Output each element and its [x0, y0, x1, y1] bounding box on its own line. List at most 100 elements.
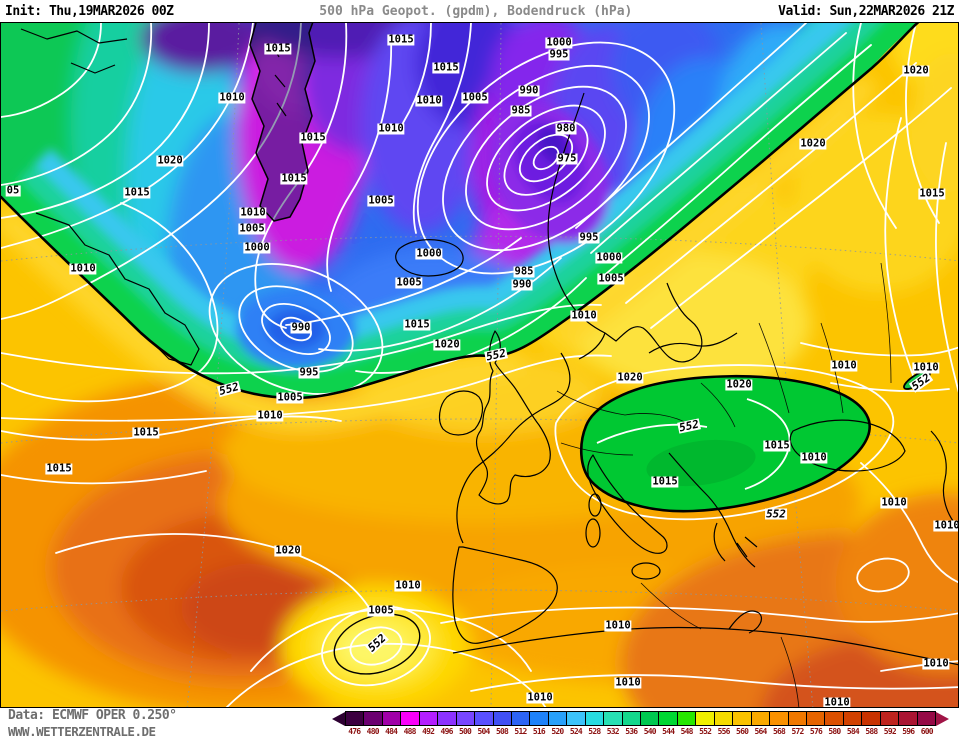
- colorbar-segment: [714, 712, 734, 725]
- valid-time-label: Valid: Sun,22MAR2026 21Z: [778, 3, 954, 19]
- colorbar-value: 572: [791, 727, 804, 736]
- colorbar-value: 548: [680, 727, 694, 736]
- pressure-label: 1020: [616, 371, 644, 384]
- pressure-label: 1020: [274, 544, 302, 557]
- colorbar-segment: [659, 712, 678, 725]
- pressure-label: 990: [511, 278, 533, 291]
- pressure-label: 1010: [415, 94, 443, 107]
- colorbar-segment: [806, 712, 826, 725]
- colorbar-segment: [364, 712, 383, 725]
- colorbar-segment: [401, 712, 420, 725]
- pressure-label: 975: [556, 152, 578, 165]
- colorbar-segment: [696, 712, 715, 725]
- pressure-label: 1010: [800, 451, 828, 464]
- geopotential-label: 552: [365, 631, 389, 655]
- title-bar: Init: Thu,19MAR2026 00Z 500 hPa Geopot. …: [0, 0, 959, 22]
- pressure-label: 1015: [387, 33, 415, 46]
- colorbar-segment: [511, 712, 531, 725]
- colorbar-value: 560: [736, 727, 749, 736]
- colorbar-value: 588: [865, 727, 878, 736]
- pressure-label: 995: [578, 231, 600, 244]
- pressure-label: 1020: [156, 154, 184, 167]
- colorbar-segment: [604, 712, 623, 725]
- pressure-label: 1000: [243, 241, 271, 254]
- chart-title: 500 hPa Geopot. (gpdm), Bodendruck (hPa): [319, 3, 633, 19]
- colorbar-segment: [493, 712, 512, 725]
- footer: Data: ECMWF OPER 0.250° WWW.WETTERZENTRA…: [0, 708, 959, 741]
- colorbar-value: 496: [440, 727, 454, 736]
- pressure-label: 1005: [367, 194, 395, 207]
- pressure-label: 1000: [595, 251, 623, 264]
- colorbar-segment: [382, 712, 402, 725]
- contour-label-layer: 1015 1010 1015 1020 1015 05 1015 1010 1010 1005 10…: [1, 23, 958, 707]
- geopotential-label: 552: [908, 370, 934, 394]
- geopotential-label: 552: [484, 346, 508, 364]
- colorbar-segment: [825, 712, 844, 725]
- colorbar-segment: [567, 712, 586, 725]
- pressure-label: 1010: [570, 309, 598, 322]
- colorbar-value: 492: [422, 727, 435, 736]
- colorbar-value: 552: [699, 727, 712, 736]
- pressure-label: 1010: [614, 676, 642, 689]
- colorbar-segment: [733, 712, 752, 725]
- colorbar-segment: [899, 712, 918, 725]
- colorbar-segment: [880, 712, 900, 725]
- pressure-label: 995: [548, 48, 570, 61]
- colorbar-value: 476: [348, 727, 361, 736]
- colorbar-segment: [862, 712, 881, 725]
- colorbar-segment: [770, 712, 789, 725]
- pressure-label: 1015: [280, 172, 308, 185]
- pressure-label: 1015: [264, 42, 292, 55]
- colorbar-segment: [641, 712, 660, 725]
- pressure-label: 1005: [597, 272, 625, 285]
- colorbar-value: 556: [717, 727, 731, 736]
- colorbar-value: 516: [532, 727, 546, 736]
- geopotential-label: 552: [217, 380, 241, 398]
- pressure-label: 1005: [367, 604, 395, 617]
- pressure-label: 1010: [823, 696, 851, 708]
- colorbar-segment: [751, 712, 771, 725]
- pressure-label: 1015: [763, 439, 791, 452]
- colorbar-value: 528: [588, 727, 601, 736]
- pressure-label: 1005: [461, 91, 489, 104]
- colorbar-segment: [438, 712, 457, 725]
- pressure-label: 1010: [912, 361, 940, 374]
- colorbar-value: 504: [477, 727, 490, 736]
- pressure-label: 1010: [377, 122, 405, 135]
- colorbar-right-arrow: [936, 711, 949, 726]
- geopotential-label: 552: [765, 507, 787, 521]
- website-label: WWW.WETTERZENTRALE.DE: [8, 724, 156, 739]
- pressure-label: 1000: [415, 247, 443, 260]
- pressure-label: 1010: [604, 619, 632, 632]
- colorbar-value: 576: [809, 727, 823, 736]
- pressure-label: 1010: [880, 496, 908, 509]
- colorbar-segment: [917, 712, 935, 725]
- colorbar-value: 564: [754, 727, 768, 736]
- colorbar-segment: [788, 712, 807, 725]
- pressure-label: 1020: [725, 378, 753, 391]
- colorbar-segment: [622, 712, 641, 725]
- pressure-label: 1015: [651, 475, 679, 488]
- coastlines: [20, 23, 958, 707]
- pressure-label: 1010: [933, 519, 959, 532]
- colorbar-value: 544: [662, 727, 675, 736]
- colorbar-segment: [585, 712, 605, 725]
- colorbar-segment: [456, 712, 476, 725]
- pressure-label: 1015: [123, 186, 151, 199]
- colorbar-segment: [677, 712, 697, 725]
- pressure-label: 1015: [45, 462, 73, 475]
- colorbar-values: 476 480 484 488 492 496 500 504 508 512 516 520 524 5…: [345, 727, 936, 736]
- weather-map: 1015 1010 1015 1020 1015 05 1015 1010 1010 1005 10…: [0, 22, 959, 708]
- pressure-label: 985: [510, 104, 532, 117]
- colorbar-value: 568: [772, 727, 786, 736]
- pressure-label: 1015: [132, 426, 160, 439]
- pressure-label: 1015: [299, 131, 327, 144]
- colorbar-segment: [419, 712, 439, 725]
- isobar-contours: [1, 23, 958, 707]
- pressure-label: 1020: [433, 338, 461, 351]
- pressure-label: 990: [290, 321, 312, 334]
- colorbar-value: 520: [551, 727, 564, 736]
- colorbar-value: 524: [569, 727, 583, 736]
- pressure-label: 1010: [922, 657, 950, 670]
- colorbar-value: 500: [459, 727, 472, 736]
